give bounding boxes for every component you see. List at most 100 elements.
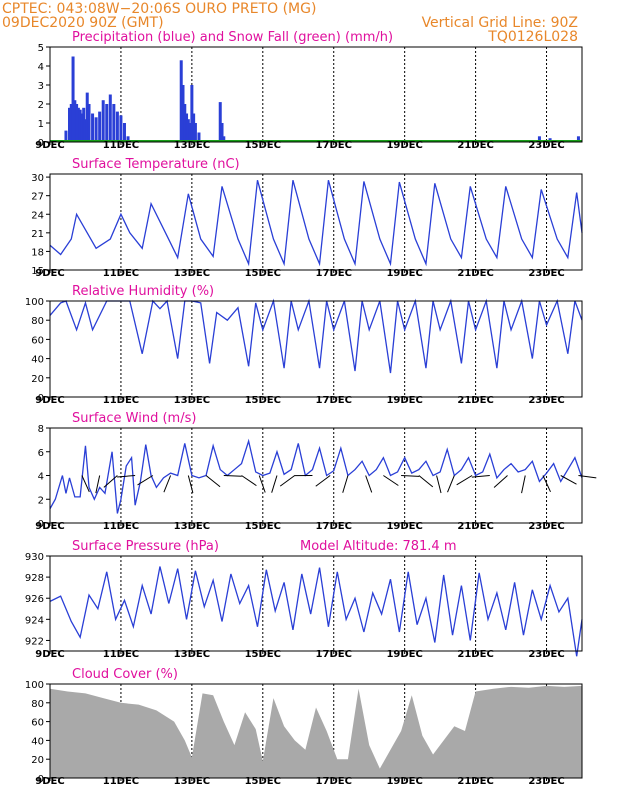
wind-arrow (187, 475, 194, 494)
precip-bar (186, 119, 190, 142)
precip-bar (98, 111, 102, 142)
precip-bar (71, 56, 75, 142)
y-tick-label: 18 (31, 247, 44, 258)
y-tick-label: 40 (31, 355, 44, 366)
wind-arrow (436, 475, 442, 494)
x-tick-label: 11DEC (103, 521, 139, 532)
x-tick-label: 19DEC (386, 521, 422, 532)
cloud-cover-title: Cloud Cover (%) (72, 667, 178, 682)
x-tick-label: 17DEC (316, 521, 352, 532)
panel-frame (49, 683, 583, 779)
wind-arrow (542, 475, 551, 493)
humidity-title: Relative Humidity (%) (72, 284, 214, 299)
humidity-panel: 0 20 40 60 80 100 9DEC 11DEC 13DEC 15DEC 17DEC 19DE… (25, 284, 583, 406)
temperature-line (49, 180, 583, 267)
y-tick-label: 100 (25, 680, 44, 691)
x-tick-label: 11DEC (103, 268, 139, 279)
x-tick-label: 23DEC (528, 776, 564, 787)
x-tick-label: 23DEC (528, 649, 564, 660)
wind-arrow (383, 475, 399, 486)
y-tick-label: 30 (31, 173, 44, 184)
x-tick-label: 19DEC (386, 395, 422, 406)
x-tick-label: 13DEC (174, 649, 210, 660)
wind-arrow (471, 475, 490, 478)
temperature-panel: 15 18 21 24 27 30 9DEC 11DEC 13DEC 15DEC 17DEC 19DE… (31, 157, 583, 279)
y-tick-label: 922 (25, 636, 44, 647)
humidity-line (49, 298, 583, 374)
precip-bar (69, 104, 73, 142)
wind-arrow (418, 475, 434, 488)
y-tick-label: 5 (38, 43, 44, 54)
precip-bar (183, 104, 187, 142)
precip-bar (83, 119, 87, 142)
wind-arrow (521, 475, 526, 494)
wind-arrow (223, 475, 242, 477)
x-tick-label: 19DEC (386, 649, 422, 660)
y-tick-label: 20 (31, 755, 44, 766)
x-tick-label: 9DEC (35, 776, 64, 787)
wind-arrow (279, 475, 296, 487)
x-tick-label: 11DEC (103, 140, 139, 151)
wind-arrow (258, 475, 266, 493)
wind-arrow (456, 475, 473, 486)
wind-arrow (342, 475, 349, 493)
x-tick-label: 21DEC (457, 268, 493, 279)
x-tick-label: 15DEC (245, 268, 281, 279)
x-tick-label: 23DEC (528, 395, 564, 406)
x-tick-label: 11DEC (103, 649, 139, 660)
wind-arrow (447, 475, 455, 493)
wind-arrow (493, 475, 508, 488)
precipitation-title: Precipitation (blue) and Snow Fall (gree… (72, 30, 393, 45)
y-tick-label: 930 (25, 552, 44, 563)
x-tick-label: 19DEC (386, 140, 422, 151)
x-tick-label: 17DEC (316, 649, 352, 660)
wind-arrow (163, 475, 172, 493)
y-tick-label: 0 (38, 774, 44, 785)
precip-bar (190, 85, 194, 142)
precip-bar (78, 109, 82, 142)
y-tick-label: 3 (38, 81, 44, 92)
wind-arrow (271, 475, 278, 493)
y-tick-label: 928 (25, 573, 44, 584)
wind-line (49, 438, 583, 514)
x-tick-label: 23DEC (528, 268, 564, 279)
precip-bar (192, 113, 196, 142)
precip-bar (87, 104, 91, 142)
wind-panel: 0 2 4 6 8 9DEC 11DEC 13DEC 15DEC 17DEC 19DEC 21DEC 2… (35, 411, 597, 532)
wind-title: Surface Wind (m/s) (72, 411, 196, 426)
x-tick-label: 21DEC (457, 140, 493, 151)
pressure-line (49, 566, 583, 657)
y-tick-label: 4 (38, 62, 44, 73)
precip-bar (68, 107, 72, 142)
y-tick-label: 0 (38, 519, 44, 530)
x-tick-label: 9DEC (35, 395, 64, 406)
x-tick-label: 11DEC (103, 776, 139, 787)
precip-bar (119, 115, 123, 142)
x-tick-label: 13DEC (174, 268, 210, 279)
precip-bar (76, 107, 80, 142)
panel-frame (49, 46, 583, 143)
x-tick-label: 23DEC (528, 140, 564, 151)
precip-bar (218, 102, 222, 142)
precip-bar (85, 92, 89, 142)
wind-arrow (578, 475, 597, 479)
y-tick-label: 1 (38, 119, 44, 130)
x-tick-label: 17DEC (316, 268, 352, 279)
x-tick-label: 15DEC (245, 395, 281, 406)
precip-bar (115, 111, 119, 142)
precip-bar (222, 136, 226, 142)
x-tick-label: 21DEC (457, 521, 493, 532)
precip-bar (101, 100, 105, 142)
precip-bar (64, 130, 68, 142)
y-tick-label: 926 (25, 594, 44, 605)
y-tick-label: 8 (38, 424, 44, 435)
location-line: CPTEC: 043:08W−20:06S OURO PRETO (MG) (2, 1, 316, 17)
cloud-area (50, 685, 582, 778)
y-tick-label: 24 (31, 210, 44, 221)
precip-bar (576, 136, 580, 142)
x-tick-label: 13DEC (174, 140, 210, 151)
panel-frame (49, 300, 583, 398)
y-tick-label: 21 (31, 229, 44, 240)
precip-bar (197, 132, 201, 142)
x-tick-label: 19DEC (386, 776, 422, 787)
